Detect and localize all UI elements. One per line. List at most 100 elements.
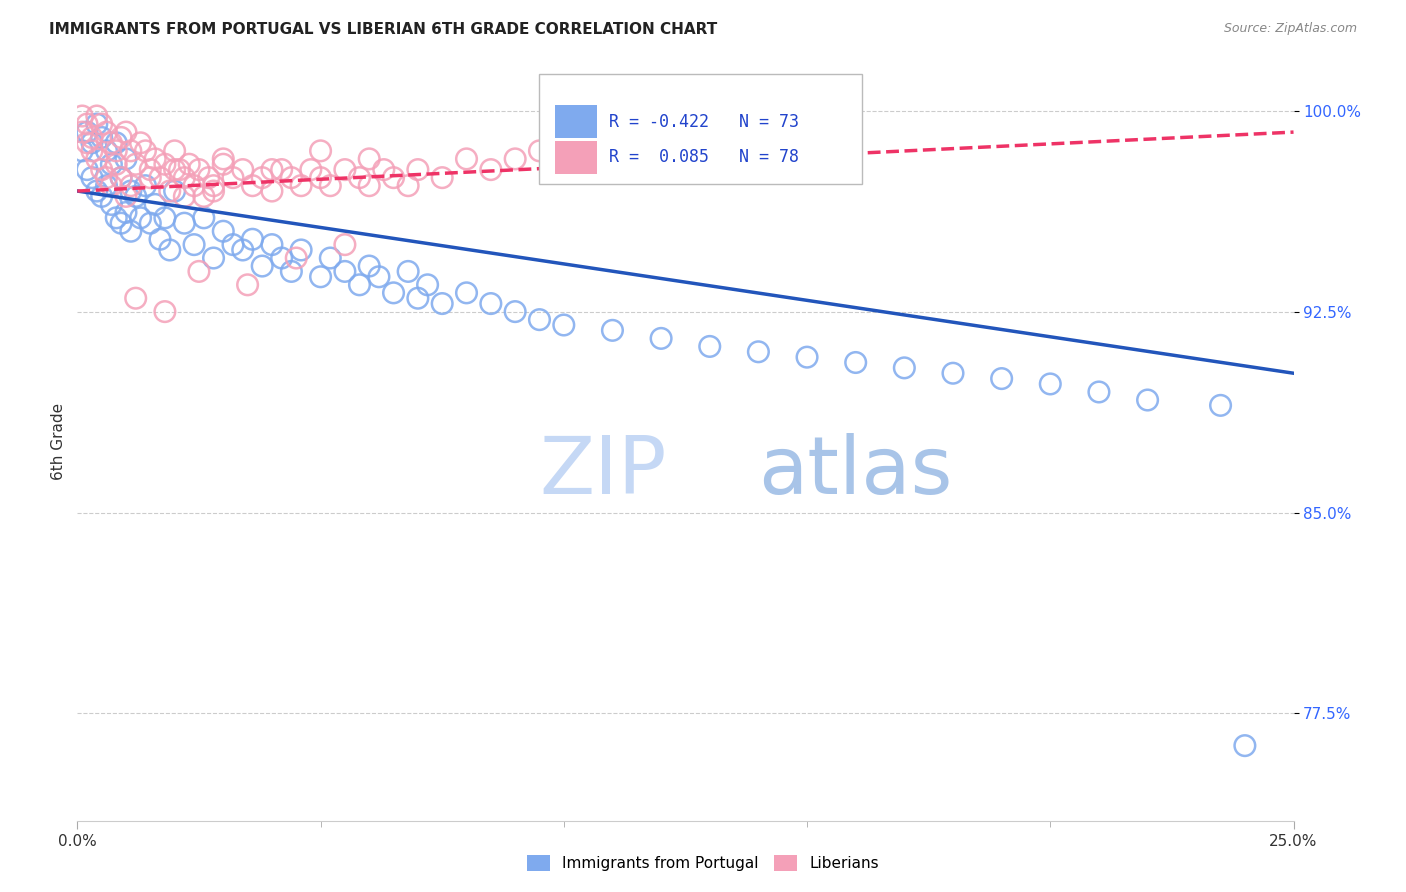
Point [80,136,103,150]
Point [479,296,502,310]
Point [76,136,98,150]
Point [270,162,292,177]
Point [173,216,195,230]
Point [149,232,172,246]
Point [202,178,225,193]
Point [529,312,551,326]
Point [105,144,128,158]
Point [163,162,186,177]
Point [183,178,205,193]
Point [236,277,259,292]
Point [456,152,478,166]
Point [120,184,142,198]
Point [359,259,381,273]
Point [1233,739,1256,753]
Point [942,366,965,380]
Point [406,291,429,305]
Point [222,170,245,185]
Point [280,264,302,278]
Point [396,178,419,193]
Point [242,232,264,246]
Point [699,339,721,353]
Point [333,162,356,177]
Point [382,285,405,300]
Point [747,344,769,359]
Point [115,189,138,203]
Point [70,109,93,123]
Point [416,277,439,292]
Text: Source: ZipAtlas.com: Source: ZipAtlas.com [1223,22,1357,36]
Point [280,170,302,185]
Point [179,157,201,171]
Text: IMMIGRANTS FROM PORTUGAL VS LIBERIAN 6TH GRADE CORRELATION CHART: IMMIGRANTS FROM PORTUGAL VS LIBERIAN 6TH… [49,22,717,37]
Point [183,237,205,252]
Point [115,125,138,139]
Legend: Immigrants from Portugal, Liberians: Immigrants from Portugal, Liberians [522,849,884,877]
Text: ZIP: ZIP [540,433,666,511]
Point [319,178,342,193]
Point [134,144,156,158]
Point [110,170,132,185]
Point [222,237,245,252]
Point [125,157,148,171]
Point [893,360,915,375]
Point [299,162,322,177]
Point [115,205,138,219]
Point [1088,384,1111,399]
Point [86,152,108,166]
FancyBboxPatch shape [555,141,596,174]
Point [153,157,176,171]
Point [479,162,502,177]
Point [503,152,526,166]
Point [80,144,103,158]
Point [359,178,381,193]
Point [149,170,172,185]
Point [105,211,128,225]
Point [139,162,162,177]
Point [845,355,868,369]
Point [100,197,122,211]
Point [188,162,211,177]
FancyBboxPatch shape [555,105,596,138]
Point [650,331,672,345]
Point [143,197,166,211]
Point [173,170,195,185]
Point [260,237,283,252]
Point [100,157,122,171]
Point [212,152,235,166]
Text: R =  0.085   N = 78: R = 0.085 N = 78 [609,148,799,166]
Point [80,170,103,185]
Point [90,162,112,177]
Y-axis label: 6th Grade: 6th Grade [51,403,66,480]
Point [285,251,308,265]
Point [70,125,93,139]
Point [129,211,152,225]
Point [368,269,391,284]
Point [163,184,186,198]
Point [96,178,118,193]
Point [105,136,128,150]
Point [456,285,478,300]
Point [153,211,176,225]
Point [1136,392,1159,407]
Point [120,224,142,238]
Point [86,184,108,198]
Point [188,264,211,278]
Point [173,189,195,203]
Point [602,323,624,337]
Point [242,178,264,193]
Point [319,251,342,265]
Point [143,152,166,166]
Point [396,264,419,278]
Text: R = -0.422   N = 73: R = -0.422 N = 73 [609,112,799,130]
Point [333,237,356,252]
Point [86,109,108,123]
Point [159,184,181,198]
FancyBboxPatch shape [540,74,862,184]
Point [70,144,93,158]
Point [260,162,283,177]
Point [96,170,118,185]
Point [100,136,122,150]
Point [100,178,122,193]
Point [125,291,148,305]
